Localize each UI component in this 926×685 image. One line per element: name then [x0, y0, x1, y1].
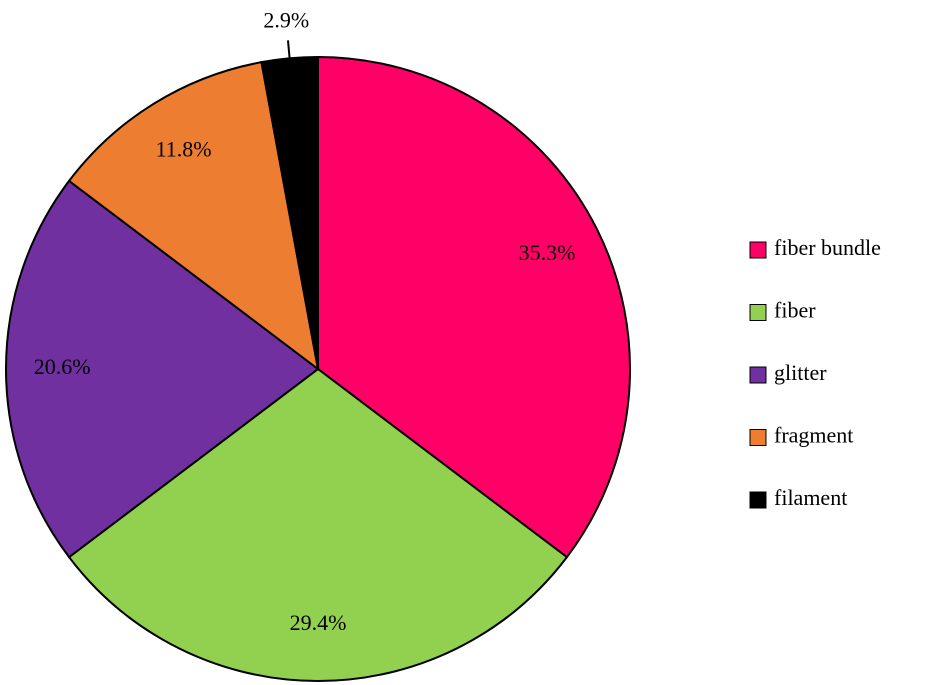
legend-swatch	[749, 304, 767, 321]
pie-slice	[67, 367, 569, 682]
data-label: 29.4%	[290, 610, 347, 635]
data-label: 35.3%	[519, 240, 576, 265]
legend-swatch	[749, 241, 767, 259]
leader-line	[286, 40, 291, 59]
legend-label: glitter	[774, 360, 827, 385]
pie-slice	[260, 55, 319, 370]
legend-swatch	[749, 491, 767, 509]
data-label: 20.6%	[34, 354, 91, 379]
legend-label: fragment	[774, 423, 853, 448]
pie-slice	[67, 61, 320, 372]
legend-swatch	[749, 429, 767, 446]
legend-swatch	[749, 366, 767, 384]
pie-slice	[5, 179, 320, 559]
data-label: 2.9%	[263, 7, 309, 32]
data-label: 11.8%	[156, 136, 212, 161]
legend-label: fiber bundle	[774, 235, 881, 260]
pie-slice	[317, 55, 631, 559]
legend-label: filament	[774, 485, 847, 510]
legend-label: fiber	[774, 298, 816, 323]
